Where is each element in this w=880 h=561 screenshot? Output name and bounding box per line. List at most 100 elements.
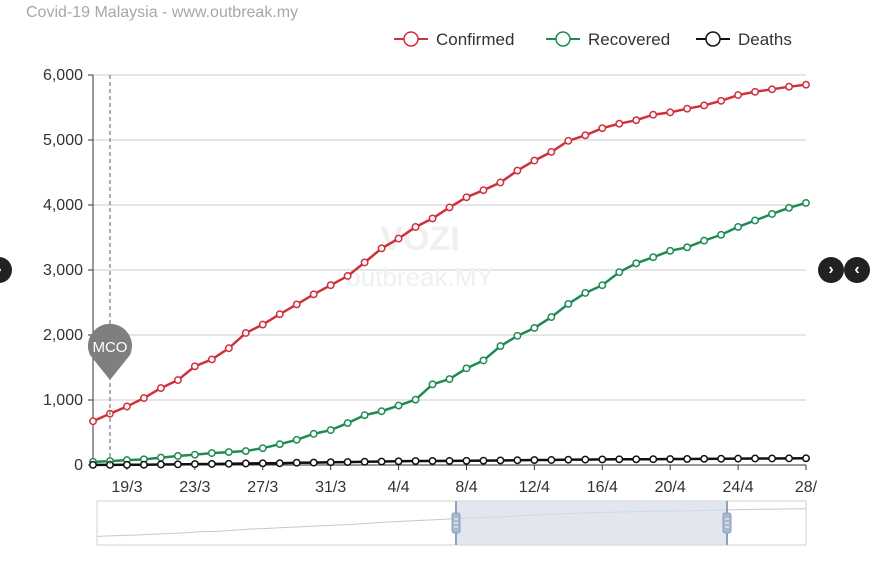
data-point[interactable] <box>123 402 131 411</box>
data-point[interactable] <box>224 459 233 468</box>
data-point[interactable] <box>207 355 216 364</box>
zoom-window[interactable] <box>456 501 727 545</box>
data-point[interactable] <box>768 454 776 463</box>
data-point[interactable] <box>258 444 267 453</box>
data-point[interactable] <box>292 300 301 309</box>
nav-prev-button[interactable]: › <box>0 257 12 283</box>
data-point[interactable] <box>207 460 216 468</box>
data-point[interactable] <box>394 234 403 243</box>
data-point[interactable] <box>649 110 658 119</box>
data-point[interactable] <box>683 455 692 463</box>
data-point[interactable] <box>598 455 607 464</box>
data-point[interactable] <box>666 108 675 117</box>
data-point[interactable] <box>275 310 284 319</box>
data-point[interactable] <box>309 429 318 438</box>
data-point[interactable] <box>547 147 556 156</box>
data-point[interactable] <box>802 80 810 89</box>
data-point[interactable] <box>547 456 556 464</box>
data-point[interactable] <box>377 244 386 253</box>
data-point[interactable] <box>360 411 369 420</box>
data-point[interactable] <box>411 223 420 231</box>
data-point[interactable] <box>156 384 165 393</box>
data-point[interactable] <box>411 395 420 404</box>
data-point[interactable] <box>139 394 148 402</box>
data-point[interactable] <box>530 156 539 165</box>
data-point[interactable] <box>428 457 437 465</box>
data-point[interactable] <box>666 455 675 463</box>
data-point[interactable] <box>190 362 199 371</box>
data-point[interactable] <box>275 459 284 468</box>
data-point[interactable] <box>513 331 522 340</box>
data-point[interactable] <box>496 342 505 350</box>
data-point[interactable] <box>258 459 267 468</box>
data-point[interactable] <box>343 272 352 280</box>
data-point[interactable] <box>564 455 573 464</box>
data-point[interactable] <box>445 203 454 212</box>
data-point[interactable] <box>751 216 760 225</box>
zoom-handle[interactable] <box>722 501 732 545</box>
data-point[interactable] <box>343 419 352 428</box>
data-point[interactable] <box>615 268 624 277</box>
data-point[interactable] <box>547 313 556 322</box>
data-point[interactable] <box>683 243 692 252</box>
data-point[interactable] <box>785 454 793 463</box>
data-point[interactable] <box>649 455 658 464</box>
data-point[interactable] <box>564 136 573 145</box>
nav-next-button[interactable]: › <box>818 257 844 283</box>
data-point[interactable] <box>802 454 810 463</box>
data-point[interactable] <box>649 253 658 262</box>
data-point[interactable] <box>207 449 216 458</box>
data-point[interactable] <box>581 131 590 140</box>
data-point[interactable] <box>734 454 743 463</box>
data-point[interactable] <box>598 124 607 133</box>
data-point[interactable] <box>258 320 267 329</box>
zoom-slider[interactable] <box>96 500 807 546</box>
data-point[interactable] <box>700 236 709 245</box>
data-point[interactable] <box>326 426 335 435</box>
data-point[interactable] <box>309 458 318 467</box>
data-point[interactable] <box>632 116 641 125</box>
data-point[interactable] <box>343 458 352 467</box>
data-point[interactable] <box>479 456 488 465</box>
data-point[interactable] <box>360 457 369 466</box>
data-point[interactable] <box>564 299 573 308</box>
data-point[interactable] <box>224 344 233 353</box>
data-point[interactable] <box>428 380 437 389</box>
data-point[interactable] <box>89 417 97 426</box>
data-point[interactable] <box>700 454 709 463</box>
data-point[interactable] <box>683 104 692 113</box>
data-point[interactable] <box>292 458 301 467</box>
data-point[interactable] <box>513 166 522 175</box>
data-point[interactable] <box>462 364 471 373</box>
data-point[interactable] <box>751 454 760 463</box>
data-point[interactable] <box>479 356 488 365</box>
data-point[interactable] <box>173 376 182 385</box>
data-point[interactable] <box>768 210 776 218</box>
data-point[interactable] <box>768 85 776 94</box>
data-point[interactable] <box>734 91 743 100</box>
data-point[interactable] <box>292 435 301 444</box>
data-point[interactable] <box>241 329 250 337</box>
data-point[interactable] <box>462 456 471 465</box>
data-point[interactable] <box>326 458 335 467</box>
data-point[interactable] <box>275 440 284 449</box>
mco-marker[interactable]: MCO <box>87 75 132 465</box>
data-point[interactable] <box>241 459 250 468</box>
data-point[interactable] <box>598 281 607 290</box>
data-point[interactable] <box>632 455 641 464</box>
data-point[interactable] <box>496 456 505 465</box>
data-point[interactable] <box>581 288 590 297</box>
data-point[interactable] <box>632 259 641 268</box>
data-point[interactable] <box>428 214 437 223</box>
data-point[interactable] <box>394 401 403 410</box>
data-point[interactable] <box>89 460 97 469</box>
data-point[interactable] <box>785 82 793 91</box>
data-point[interactable] <box>173 460 182 469</box>
data-point[interactable] <box>615 119 624 128</box>
data-point[interactable] <box>462 193 471 202</box>
data-point[interactable] <box>717 454 726 463</box>
data-point[interactable] <box>802 198 810 207</box>
data-point[interactable] <box>496 178 505 187</box>
data-point[interactable] <box>224 448 233 457</box>
data-point[interactable] <box>530 324 539 332</box>
